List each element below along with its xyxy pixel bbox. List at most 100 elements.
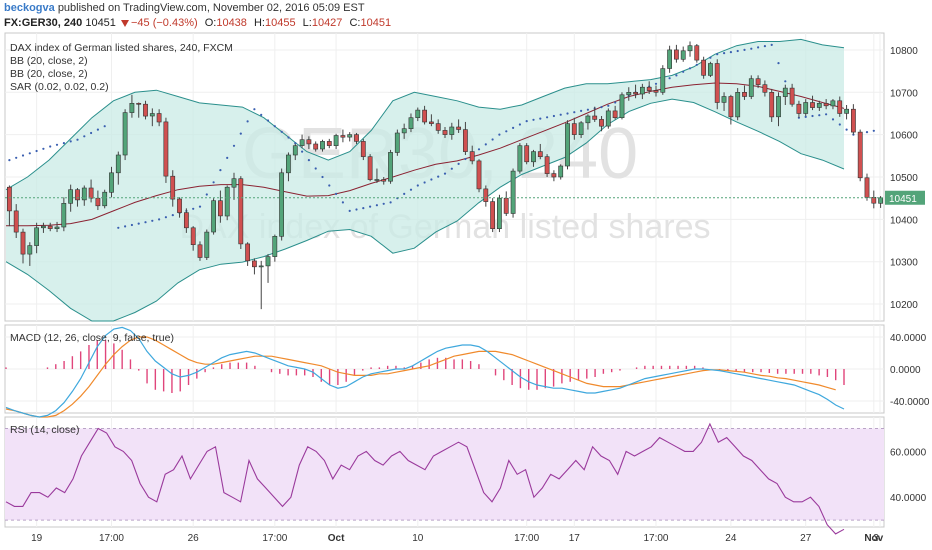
sar-dot: [307, 159, 310, 162]
candle-body: [245, 243, 250, 262]
sar-dot: [198, 205, 202, 208]
sar-dot: [518, 123, 522, 126]
legend-bb-2[interactable]: BB (20, close, 2): [10, 68, 88, 80]
time-tick-label: Nov: [864, 533, 883, 544]
sar-dot: [301, 150, 304, 153]
sar-dot: [314, 167, 317, 170]
candle-body: [742, 92, 747, 97]
candle-body: [816, 103, 822, 108]
macd-legend[interactable]: MACD (12, 26, close, 9, false, true): [10, 332, 174, 344]
sar-dot: [294, 142, 297, 145]
sar-dot: [389, 201, 392, 204]
publish-info: beckogva published on TradingView.com, N…: [4, 2, 365, 14]
symbol-label: FX:GER30, 240: [4, 17, 83, 29]
sar-dot: [144, 221, 147, 224]
time-tick-label: 3: [873, 533, 879, 544]
macd-tick-label: 0.0000: [890, 365, 921, 376]
candle-body: [204, 231, 210, 258]
sar-dot: [573, 111, 576, 114]
time-tick-label: 24: [725, 533, 737, 544]
sar-dot: [35, 149, 38, 153]
rsi-tick-label: 60.0000: [890, 447, 927, 458]
candle-body: [47, 225, 53, 229]
candle-body: [88, 187, 94, 199]
candle-body: [326, 141, 332, 146]
sar-dot: [552, 114, 556, 118]
sar-dot: [409, 188, 413, 191]
sar-dot: [763, 45, 767, 48]
sar-dot: [130, 223, 133, 227]
candle-body: [694, 45, 700, 61]
legend-bb-1[interactable]: BB (20, close, 2): [10, 55, 88, 67]
rsi-legend[interactable]: RSI (14, close): [10, 424, 80, 436]
candle-body: [585, 115, 591, 124]
candle-body: [313, 143, 319, 150]
candle-body: [163, 121, 169, 177]
sar-dot: [253, 108, 256, 111]
price-tick-label: 10400: [890, 215, 918, 226]
candle-body: [367, 156, 373, 180]
sar-dot: [232, 144, 236, 147]
candle-body: [347, 134, 353, 138]
sar-dot: [171, 214, 174, 217]
candle-body: [292, 145, 298, 156]
sar-dot: [675, 74, 678, 77]
macd-signal-line: [5, 336, 836, 418]
candle-body: [796, 103, 802, 114]
sar-dot: [117, 226, 120, 229]
candle-body: [823, 103, 829, 107]
sar-dot: [505, 130, 508, 133]
candle-body: [462, 129, 468, 152]
sar-dot: [192, 207, 195, 210]
candle-body: [517, 145, 523, 172]
author-link[interactable]: beckogva: [4, 2, 55, 14]
candle-body: [878, 197, 883, 204]
candle-body: [177, 198, 182, 213]
sar-dot: [757, 46, 760, 49]
candle-body: [197, 244, 203, 258]
sar-dot: [709, 56, 712, 59]
sar-dot: [124, 225, 127, 228]
candle-body: [320, 141, 325, 150]
sar-dot: [688, 67, 692, 70]
candle-body: [810, 102, 815, 108]
time-tick-label: 17:00: [262, 533, 287, 544]
sar-dot: [212, 181, 215, 184]
candle-body: [333, 135, 339, 146]
sar-dot: [464, 157, 467, 161]
down-arrow-icon: [120, 19, 129, 27]
candle-body: [592, 115, 598, 120]
sar-dot: [729, 51, 733, 54]
macd-indicator: [5, 326, 845, 418]
sar-dot: [83, 135, 86, 138]
macd-tick-label: -40.0000: [890, 397, 930, 408]
sar-dot: [260, 113, 263, 116]
legend-sar[interactable]: SAR (0.02, 0.02, 0.2): [10, 81, 109, 93]
sar-dot: [355, 208, 358, 211]
sar-dot: [804, 115, 807, 118]
candle-body: [721, 96, 727, 103]
candle-body: [483, 188, 489, 202]
price-axis[interactable]: 10800 10700 10600 10500 10400 10300 10200 40.00…: [885, 46, 930, 504]
sar-dot: [403, 192, 406, 195]
candle-body: [184, 212, 189, 229]
candle-body: [95, 197, 101, 207]
candle-body: [537, 151, 543, 158]
price-tick-label: 10200: [890, 300, 918, 311]
candle-body: [422, 109, 427, 123]
sar-dot: [566, 112, 569, 115]
price-tick-label: 10700: [890, 88, 918, 99]
sar-dot: [21, 154, 25, 157]
sar-dot: [654, 82, 658, 85]
sar-dot: [586, 108, 590, 111]
time-tick-label: Oct: [328, 533, 345, 544]
candle-body: [265, 256, 271, 267]
candle-body: [401, 128, 407, 134]
main-legend: DAX index of German listed shares, 240, …: [10, 42, 233, 94]
candle-body: [653, 90, 659, 93]
candle-body: [374, 179, 380, 181]
candle-body: [680, 50, 686, 60]
rsi-tick-label: 40.0000: [890, 493, 927, 504]
